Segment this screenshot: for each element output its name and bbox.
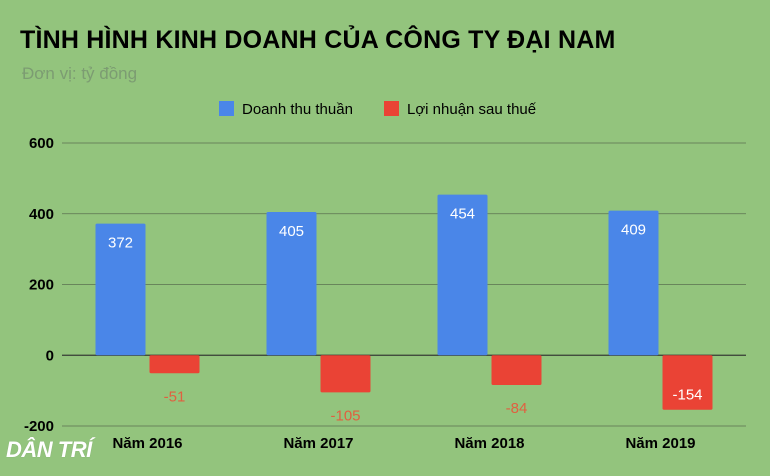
- data-label: -84: [506, 400, 528, 417]
- y-axis-tick-labels: 600 400 200 0 -200: [24, 135, 54, 435]
- data-label: -154: [672, 387, 702, 404]
- bar-loi-nhuan: [491, 355, 542, 385]
- legend-label: Lợi nhuận sau thuế: [407, 101, 537, 118]
- data-label: 454: [450, 206, 475, 223]
- bars: 372 405 454 409 -51 -105 -84 -154: [95, 194, 713, 424]
- x-tick-label: Năm 2018: [454, 435, 524, 452]
- bar-loi-nhuan: [320, 355, 371, 393]
- legend-swatch: [219, 101, 234, 116]
- bar-loi-nhuan: [149, 355, 200, 374]
- x-axis-tick-labels: Năm 2016 Năm 2017 Năm 2018 Năm 2019: [112, 435, 695, 452]
- y-tick-label: 400: [29, 206, 54, 223]
- y-tick-label: 0: [46, 347, 54, 364]
- data-label: 372: [108, 235, 133, 252]
- x-tick-label: Năm 2017: [283, 435, 353, 452]
- data-label: 409: [621, 222, 646, 239]
- chart-subtitle: Đơn vị: tỷ đồng: [22, 64, 138, 83]
- bar-doanh-thu: [266, 211, 317, 356]
- legend: Doanh thu thuần Lợi nhuận sau thuế: [219, 101, 537, 118]
- data-label: 405: [279, 223, 304, 240]
- x-tick-label: Năm 2016: [112, 435, 182, 452]
- bar-doanh-thu: [608, 210, 659, 356]
- x-tick-label: Năm 2019: [625, 435, 695, 452]
- chart-title: TÌNH HÌNH KINH DOANH CỦA CÔNG TY ĐẠI NAM: [20, 26, 616, 54]
- data-label: -51: [164, 388, 186, 405]
- data-label: -105: [330, 407, 360, 424]
- legend-label: Doanh thu thuần: [242, 101, 353, 118]
- legend-swatch: [384, 101, 399, 116]
- bar-loi-nhuan: [662, 355, 713, 410]
- watermark-logo: DÂN TRÍ: [6, 437, 92, 462]
- y-tick-label: 600: [29, 135, 54, 152]
- y-tick-label: -200: [24, 418, 54, 435]
- bar-doanh-thu: [437, 194, 488, 356]
- bar-doanh-thu: [95, 223, 146, 356]
- y-tick-label: 200: [29, 277, 54, 294]
